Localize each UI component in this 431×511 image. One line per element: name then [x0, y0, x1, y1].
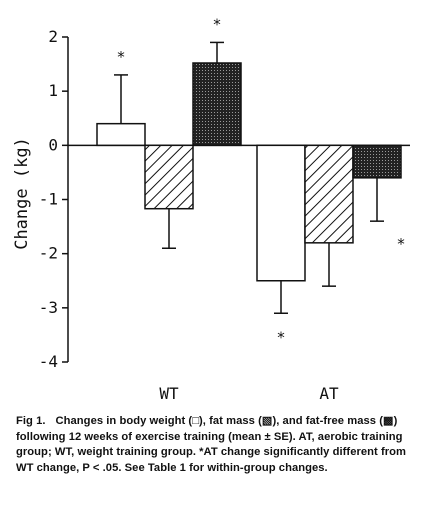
bar-at-crosshatched: [352, 144, 402, 179]
y-tick-label: 2: [48, 27, 58, 46]
y-tick-label: 1: [48, 81, 58, 100]
bar-wt-hatched: [144, 144, 194, 210]
caption-text: Changes in body weight (□), fat mass (▧)…: [16, 415, 407, 474]
y-tick-label: -1: [39, 190, 58, 209]
y-tick-label: -4: [39, 352, 58, 371]
significance-star: *: [277, 328, 285, 346]
bar-at-open: [256, 144, 306, 282]
plot-area: 2 1 0 -1 -2 -3 -4 Change (kg) * * WT * * AT: [12, 15, 410, 400]
bar-wt-open: [96, 122, 146, 147]
bar-chart: 2 1 0 -1 -2 -3 -4 Change (kg) * * WT * * AT: [12, 15, 410, 400]
significance-star: *: [117, 48, 125, 66]
x-category-label: AT: [319, 384, 339, 400]
figure-caption: Fig 1. Changes in body weight (□), fat ma…: [16, 414, 418, 476]
y-tick-label: -3: [39, 298, 58, 317]
y-axis-label: Change (kg): [12, 137, 32, 250]
y-tick-label: -2: [39, 244, 58, 263]
y-tick-label: 0: [48, 135, 58, 154]
bar-wt-crosshatched: [192, 62, 242, 147]
x-category-label: WT: [159, 384, 179, 400]
figure-number: Fig 1.: [16, 415, 46, 427]
significance-star: *: [213, 15, 221, 33]
bar-at-hatched: [304, 144, 354, 244]
significance-star: *: [397, 235, 405, 253]
